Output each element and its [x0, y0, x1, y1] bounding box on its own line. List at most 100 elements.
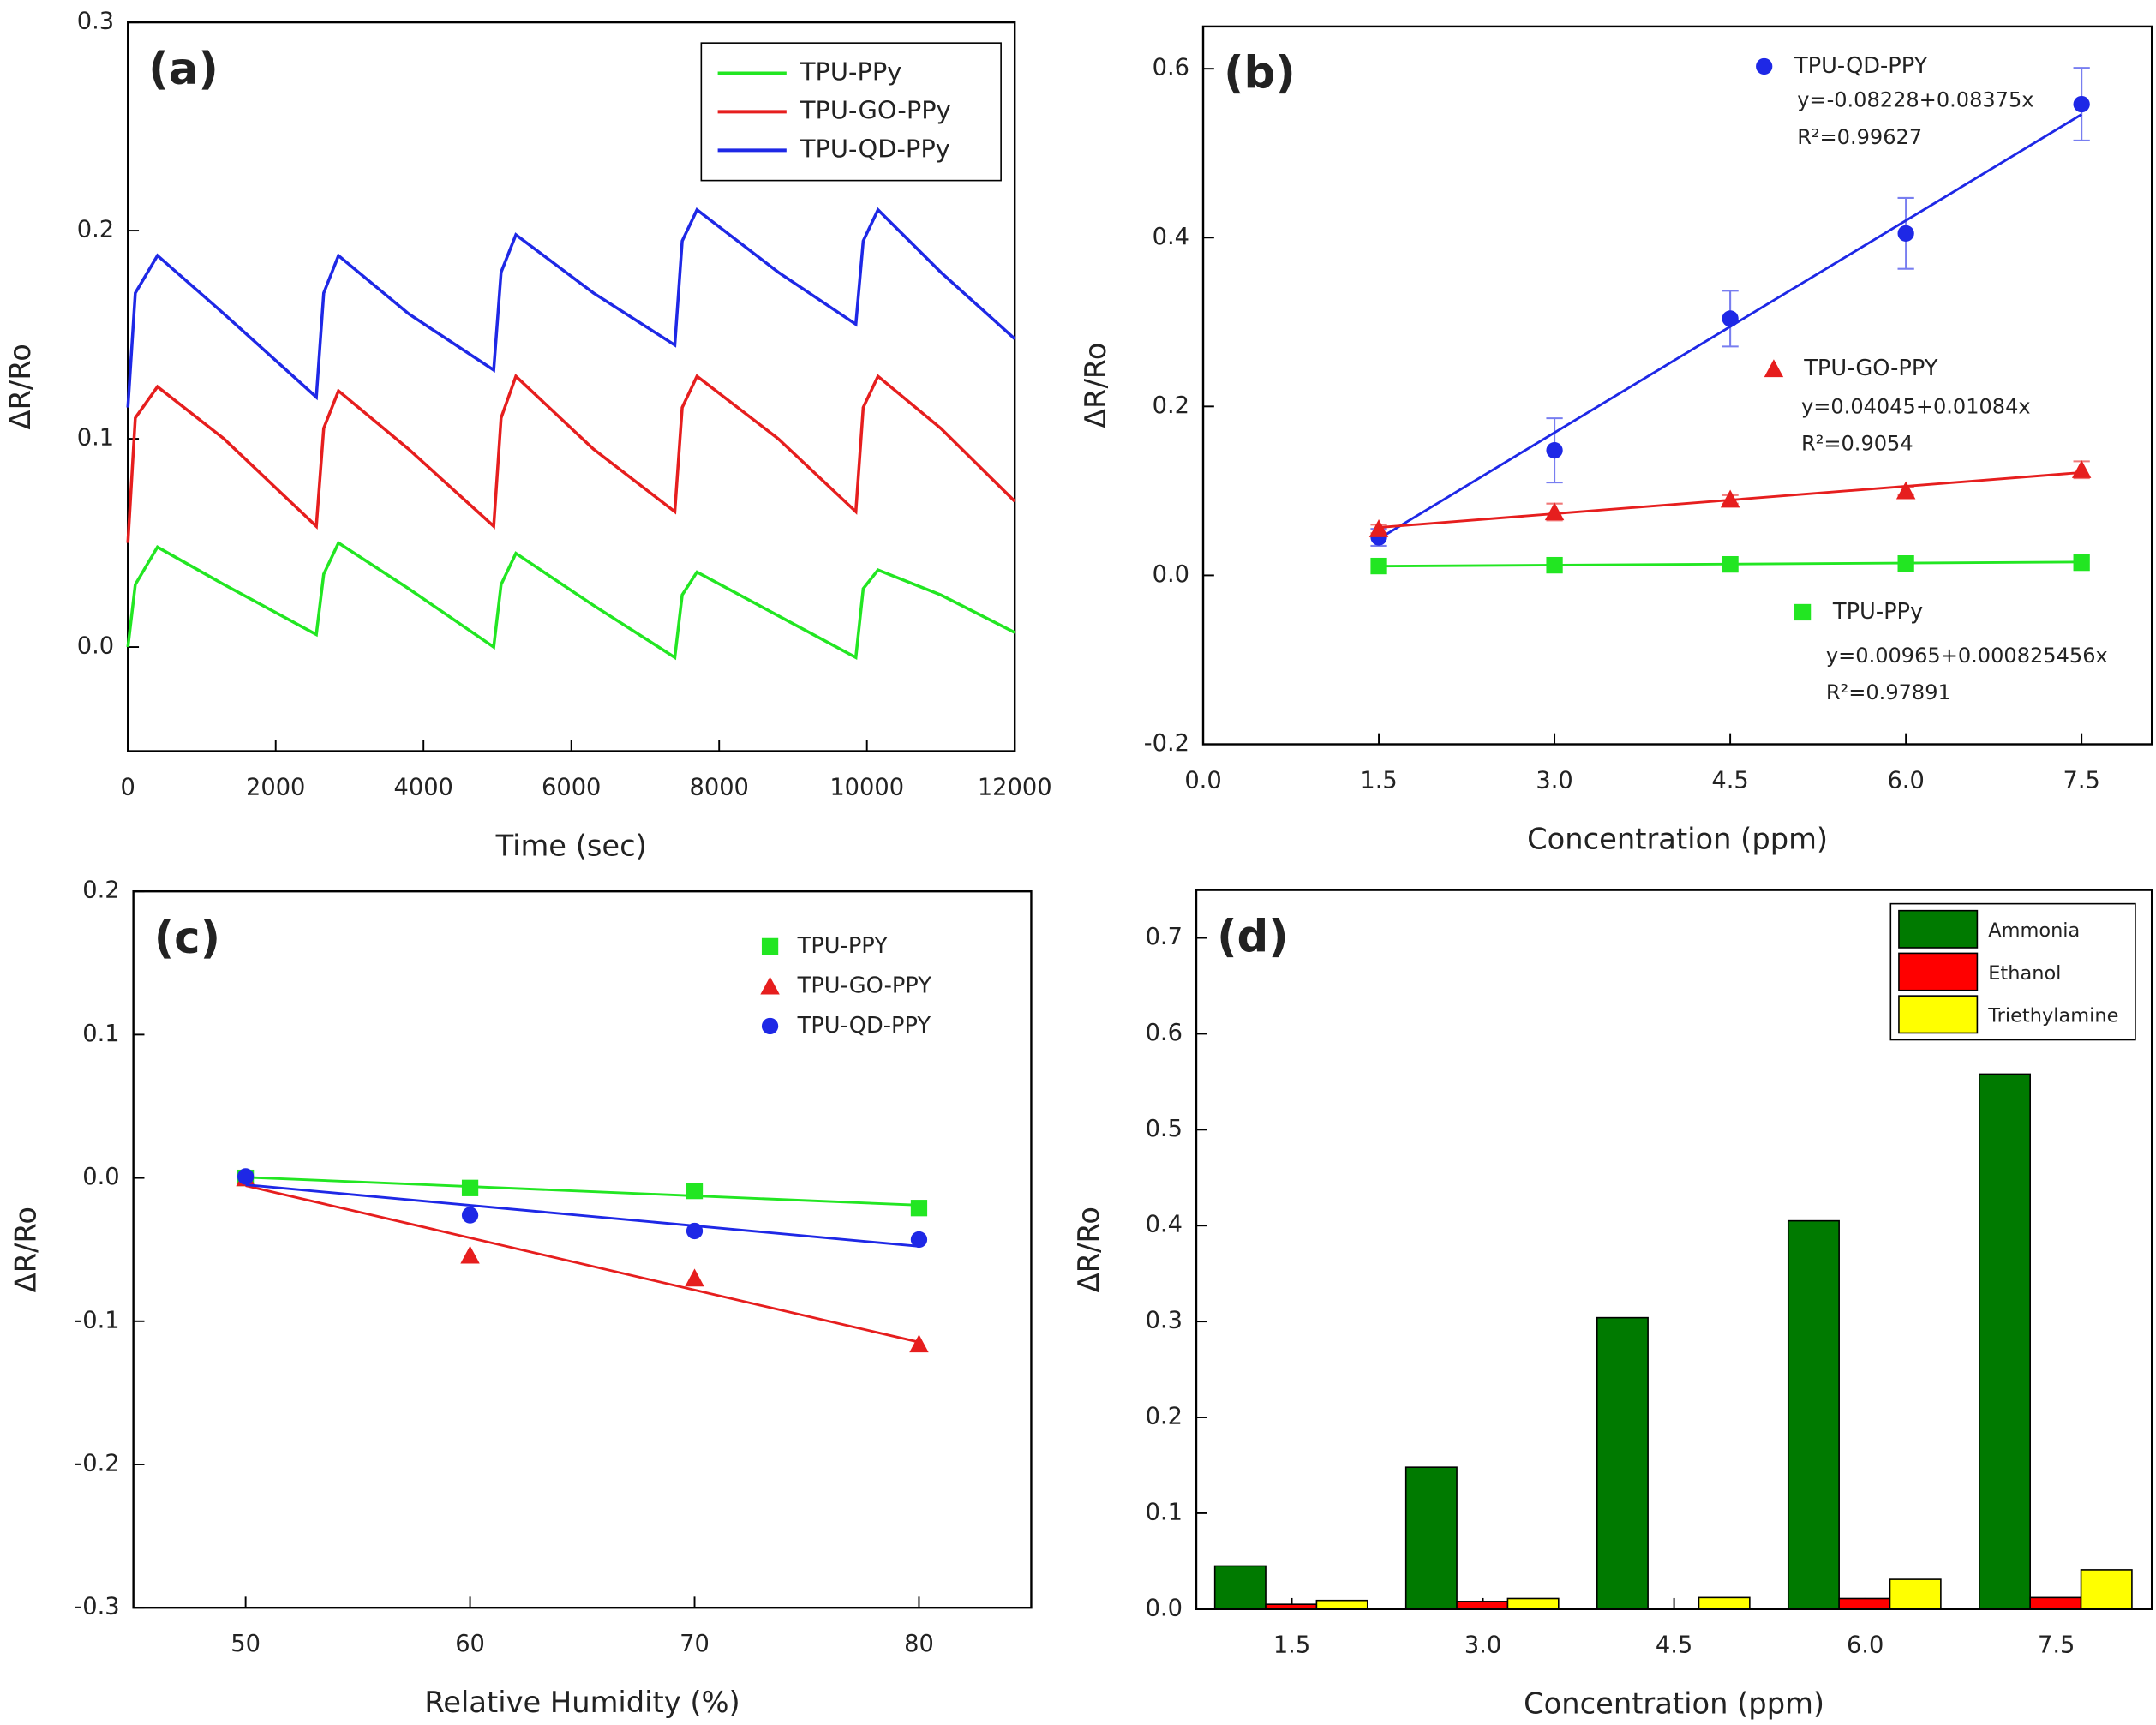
legend-label: Triethylamine: [1987, 1005, 2118, 1027]
legend-label: TPU-QD-PPy: [800, 134, 950, 163]
legend-label: TPU-GO-PPY: [1803, 356, 1938, 381]
y-axis-label: ΔR/Ro: [9, 1207, 43, 1292]
fit-r2: R²=0.97891: [1826, 680, 1951, 704]
marker: [1722, 310, 1739, 327]
legend-swatch: [1898, 952, 1979, 991]
y-tick-label: -0.1: [74, 1307, 119, 1333]
x-tick-label: 1.5: [1360, 767, 1397, 794]
bar: [1698, 1596, 1751, 1610]
marker: [460, 1245, 480, 1264]
x-tick-label: 80: [904, 1631, 934, 1657]
x-tick-label: 8000: [690, 774, 749, 800]
y-tick-label: 0.4: [1146, 1212, 1183, 1238]
y-tick-label: 0.1: [82, 1021, 119, 1047]
bar: [2080, 1569, 2133, 1610]
marker: [1720, 489, 1740, 508]
plot-frame: [1201, 25, 2153, 746]
marker: [461, 1179, 479, 1196]
x-tick-label: 4000: [394, 774, 453, 800]
bar: [1315, 1599, 1368, 1610]
panel-label: (a): [148, 44, 219, 95]
marker: [1368, 518, 1389, 537]
bar: [2029, 1596, 2082, 1610]
legend-label: Ammonia: [1988, 919, 2080, 942]
marker: [909, 1334, 929, 1353]
legend-swatch: [761, 937, 779, 955]
marker: [686, 1222, 704, 1240]
marker: [1370, 557, 1387, 575]
legend-swatch: [1794, 603, 1812, 621]
x-tick-label: 0.0: [1184, 767, 1221, 794]
x-tick-label: 3.0: [1464, 1632, 1501, 1659]
plot-frame: [132, 889, 1033, 1609]
x-tick-label: 4.5: [1656, 1632, 1692, 1659]
bar: [1456, 1601, 1509, 1610]
bar: [1265, 1603, 1318, 1610]
fit-line: [245, 1183, 919, 1248]
bar: [1889, 1578, 1942, 1610]
y-axis-label: ΔR/Ro: [3, 344, 37, 429]
series-line: [126, 207, 1016, 408]
x-tick-label: 0: [121, 774, 135, 800]
legend-swatch: [1898, 909, 1979, 949]
fit-equation: y=0.00965+0.000825456x: [1826, 644, 2108, 668]
y-tick-label: 0.7: [1146, 924, 1183, 950]
y-tick-label: 0.2: [1153, 392, 1189, 419]
x-tick-label: 6000: [542, 774, 601, 800]
legend-label: TPU-PPy: [1832, 599, 1923, 625]
legend-label: TPU-QD-PPY: [1794, 53, 1928, 79]
legend-swatch: [760, 976, 780, 995]
bar: [1213, 1565, 1267, 1610]
y-tick-label: 0.0: [1146, 1595, 1183, 1621]
x-tick-label: 2000: [246, 774, 305, 800]
x-tick-label: 7.5: [2063, 767, 2099, 794]
marker: [237, 1168, 255, 1185]
bar: [1404, 1466, 1458, 1610]
legend-swatch: [761, 1017, 779, 1035]
panel-label: (d): [1217, 911, 1289, 962]
y-tick-label: 0.4: [1153, 224, 1189, 250]
x-tick-label: 10000: [829, 774, 904, 800]
y-axis-label: ΔR/Ro: [1079, 343, 1112, 428]
fit-line: [245, 1176, 919, 1207]
x-axis-label: Concentration (ppm): [1524, 1687, 1824, 1721]
marker: [1897, 225, 1914, 242]
bar: [1596, 1316, 1649, 1610]
legend-label: TPU-GO-PPy: [800, 95, 951, 124]
marker: [2073, 95, 2090, 113]
legend-label: TPU-GO-PPY: [797, 973, 932, 998]
marker: [461, 1207, 479, 1224]
fit-equation: y=0.04045+0.01084x: [1801, 394, 2031, 418]
x-tick-label: 3.0: [1536, 767, 1572, 794]
legend-swatch: [1898, 995, 1979, 1034]
y-tick-label: 0.0: [1153, 561, 1189, 588]
y-tick-label: 0.6: [1153, 55, 1189, 81]
panel-label: (b): [1224, 48, 1296, 99]
x-tick-label: 4.5: [1711, 767, 1748, 794]
legend-label: TPU-PPY: [797, 933, 889, 959]
y-tick-label: 0.5: [1146, 1116, 1183, 1142]
marker: [2071, 460, 2092, 478]
y-tick-label: 0.1: [1146, 1499, 1183, 1525]
x-tick-label: 6.0: [1887, 767, 1924, 794]
legend-label: TPU-PPy: [800, 57, 902, 86]
marker: [1722, 555, 1739, 573]
x-tick-label: 1.5: [1273, 1632, 1310, 1659]
series-line: [126, 374, 1016, 543]
y-tick-label: 0.0: [77, 633, 114, 660]
fit-r2: R²=0.9054: [1801, 432, 1913, 456]
legend-label: TPU-QD-PPY: [797, 1013, 931, 1039]
marker: [1544, 502, 1565, 521]
y-axis-label: ΔR/Ro: [1072, 1207, 1105, 1292]
x-axis-label: Time (sec): [495, 829, 647, 862]
y-tick-label: 0.2: [77, 217, 114, 243]
x-axis-label: Relative Humidity (%): [424, 1686, 740, 1719]
y-tick-label: 0.1: [77, 425, 114, 452]
y-tick-label: 0.0: [82, 1164, 119, 1190]
fit-line: [245, 1184, 919, 1344]
x-tick-label: 70: [680, 1631, 710, 1657]
y-tick-label: -0.2: [74, 1450, 119, 1476]
legend-swatch: [1764, 359, 1784, 378]
y-tick-label: -0.2: [1144, 730, 1189, 757]
